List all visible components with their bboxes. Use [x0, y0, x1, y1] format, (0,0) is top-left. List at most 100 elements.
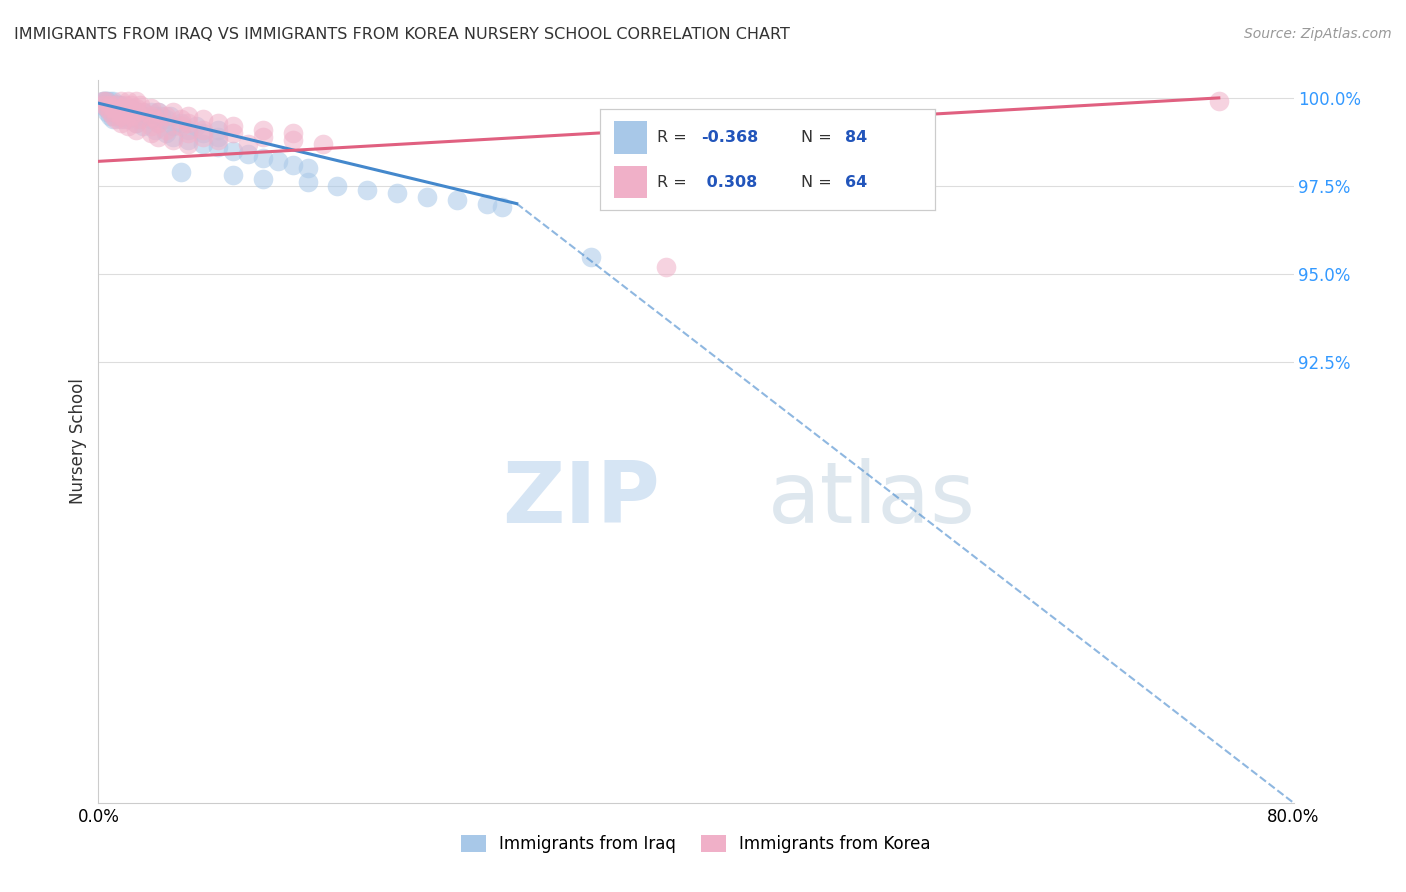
Point — [148, 105, 170, 120]
Point — [222, 126, 245, 140]
Point — [148, 115, 170, 129]
Point — [125, 115, 148, 129]
Point — [98, 98, 122, 112]
Point — [222, 119, 245, 133]
Point — [222, 144, 245, 158]
Point — [184, 119, 207, 133]
Point — [120, 98, 142, 112]
Point — [416, 189, 439, 203]
Point — [105, 112, 128, 126]
Point — [139, 109, 162, 123]
Point — [139, 105, 162, 120]
Point — [105, 109, 128, 123]
Point — [267, 154, 290, 169]
Point — [177, 109, 200, 123]
Point — [98, 105, 122, 120]
Point — [297, 176, 319, 190]
Point — [132, 105, 155, 120]
Point — [101, 98, 124, 112]
Point — [103, 112, 125, 126]
Point — [177, 133, 200, 147]
Point — [110, 109, 132, 123]
Point — [155, 122, 177, 136]
Point — [139, 126, 162, 140]
Point — [491, 200, 513, 214]
Point — [162, 119, 184, 133]
Point — [103, 109, 125, 123]
Point — [177, 122, 200, 136]
Point — [105, 105, 128, 120]
Point — [150, 109, 173, 123]
Point — [155, 112, 177, 126]
Point — [98, 102, 122, 116]
Point — [125, 109, 148, 123]
Point — [117, 105, 139, 120]
Point — [129, 112, 152, 126]
Point — [103, 102, 125, 116]
Point — [162, 129, 184, 144]
Point — [177, 136, 200, 151]
Point — [96, 95, 118, 109]
Point — [326, 179, 349, 194]
Point — [125, 105, 148, 120]
Point — [105, 98, 128, 112]
Text: ZIP: ZIP — [502, 458, 661, 541]
Point — [115, 102, 138, 116]
Point — [110, 105, 132, 120]
Point — [110, 112, 132, 126]
Point — [114, 98, 136, 112]
Point — [191, 122, 214, 136]
Text: IMMIGRANTS FROM IRAQ VS IMMIGRANTS FROM KOREA NURSERY SCHOOL CORRELATION CHART: IMMIGRANTS FROM IRAQ VS IMMIGRANTS FROM … — [14, 27, 790, 42]
Point — [103, 102, 125, 116]
Y-axis label: Nursery School: Nursery School — [69, 378, 87, 505]
Point — [117, 112, 139, 126]
Point — [96, 105, 118, 120]
Point — [94, 95, 117, 109]
Point — [252, 122, 274, 136]
Point — [177, 115, 200, 129]
Point — [125, 115, 148, 129]
Point — [110, 95, 132, 109]
Point — [120, 102, 142, 116]
Point — [107, 98, 129, 112]
Point — [125, 122, 148, 136]
Point — [110, 102, 132, 116]
Point — [236, 136, 259, 151]
Point — [129, 98, 152, 112]
Point — [125, 105, 148, 120]
Point — [252, 129, 274, 144]
Point — [125, 95, 148, 109]
Point — [191, 112, 214, 126]
Point — [207, 133, 229, 147]
Point — [177, 126, 200, 140]
Point — [132, 105, 155, 120]
Point — [191, 129, 214, 144]
Point — [139, 119, 162, 133]
Point — [311, 136, 333, 151]
Point — [93, 95, 115, 109]
Point — [148, 129, 170, 144]
Point — [94, 95, 117, 109]
Text: atlas: atlas — [768, 458, 976, 541]
Point — [114, 109, 136, 123]
Point — [475, 196, 498, 211]
Point — [110, 115, 132, 129]
Point — [104, 98, 127, 112]
Point — [252, 151, 274, 165]
Point — [222, 169, 245, 183]
Point — [117, 95, 139, 109]
Point — [108, 98, 131, 112]
Point — [207, 122, 229, 136]
Point — [132, 119, 155, 133]
Point — [117, 102, 139, 116]
Point — [105, 98, 128, 112]
Point — [117, 119, 139, 133]
Point — [129, 112, 152, 126]
Point — [281, 158, 304, 172]
Point — [114, 102, 136, 116]
Point — [103, 105, 125, 120]
Legend: Immigrants from Iraq, Immigrants from Korea: Immigrants from Iraq, Immigrants from Ko… — [454, 828, 938, 860]
Point — [107, 102, 129, 116]
Point — [162, 105, 184, 120]
Point — [281, 126, 304, 140]
